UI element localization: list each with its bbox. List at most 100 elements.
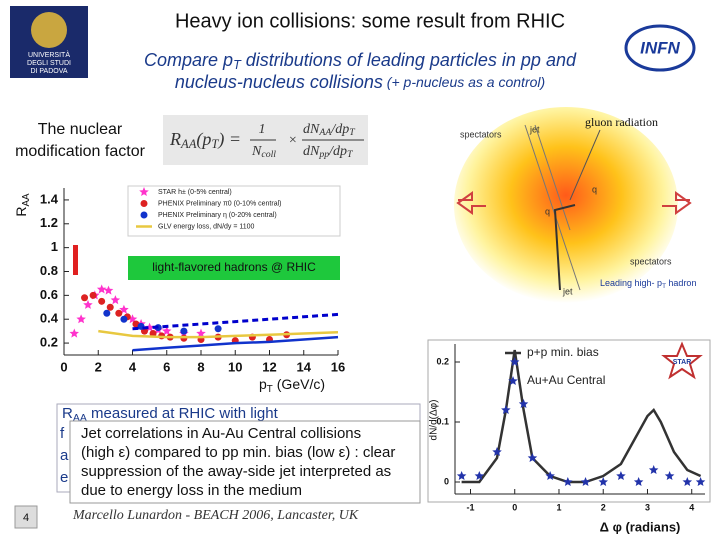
axis-label-part: T [267, 384, 273, 395]
plot-frame [427, 339, 711, 503]
y-tick-label: 1 [51, 239, 58, 254]
data-point [120, 315, 128, 323]
formula-text: dNpp/dpT [303, 144, 354, 160]
label-text: The nuclear [38, 121, 123, 138]
legend-marker [140, 211, 148, 219]
fireball [454, 107, 678, 303]
x-tick-label: 4 [689, 502, 694, 512]
logo-text: INFN [640, 38, 680, 57]
data-point [527, 453, 538, 462]
subtitle-line: nucleus-nucleus collisions (+ p-nucleus … [175, 72, 545, 92]
subtitle-text: Compare p [144, 50, 233, 70]
data-point [76, 314, 86, 324]
legend-label: STAR h± (0-5% central) [158, 189, 232, 196]
data-point [598, 477, 608, 486]
legend-label: Au+Au Central [527, 373, 605, 387]
data-point [616, 471, 626, 480]
arrow [662, 191, 692, 215]
plot-label: light-flavored hadrons @ RHIC [152, 260, 316, 274]
arrow [456, 191, 486, 215]
footer-credit: Marcello Lunardon - BEACH 2006, Lancaste… [72, 508, 359, 523]
legend-marker [508, 376, 518, 385]
x-tick-label: 8 [197, 359, 204, 374]
axis-label-part: p [259, 376, 267, 392]
band-marker [73, 245, 78, 275]
data-point [127, 314, 138, 324]
slide-title: Heavy ion collisions: some result from R… [175, 10, 565, 32]
collision-diagram: jet spectators gluon radiation q q spect… [454, 107, 696, 303]
logo-text: DEGLI STUDI [27, 60, 71, 67]
subtitle-text: distributions of leading particles in pp… [241, 50, 577, 70]
formula-part: (p [196, 129, 211, 150]
data-point [89, 291, 97, 299]
x-tick-label: 10 [228, 359, 242, 374]
data-point [563, 477, 573, 486]
data-point [545, 471, 555, 480]
y-tick-label: 0.8 [40, 263, 58, 278]
formula-part: /dp [330, 122, 349, 137]
diagram-label: spectators [630, 256, 672, 266]
data-point [474, 471, 485, 480]
star-logo [661, 341, 703, 380]
formula-part: T [211, 137, 219, 151]
logo-text: STAR [673, 359, 692, 366]
formula-part: /dp [328, 144, 347, 159]
x-axis-label: pT (GeV/c) [259, 376, 325, 395]
box-text: f [60, 425, 65, 442]
subtitle-text: nucleus-nucleus collisions [175, 72, 383, 92]
page-number: 4 [23, 512, 29, 524]
formula-part: coll [261, 149, 276, 160]
data-point [110, 295, 121, 305]
axis-label-part: (GeV/c) [277, 376, 325, 392]
formula-part: 1 [259, 122, 266, 137]
legend-label: GLV energy loss, dN/dy = 1100 [158, 223, 255, 230]
x-tick-label: 4 [129, 359, 137, 374]
data-point [648, 465, 659, 474]
data-point [69, 328, 79, 338]
diagram-label: spectators [460, 129, 502, 139]
diagram-label: gluon radiation [585, 115, 658, 129]
y-tick-label: 0.2 [436, 356, 449, 366]
box-text-part: measured at RHIC with light [87, 405, 279, 422]
x-tick-label: 12 [262, 359, 276, 374]
legend-marker [140, 200, 148, 207]
diagram-label-part: T [662, 283, 666, 290]
box-text: (high ε) compared to pp min. bias (low ε… [81, 444, 395, 461]
box-text: suppression of the away-side jet interpr… [81, 463, 391, 480]
parton-track [553, 204, 576, 291]
diagram-label: jet [562, 286, 573, 296]
data-point [695, 477, 706, 486]
x-tick-label: 6 [163, 359, 170, 374]
formula-part: ) = [217, 129, 241, 150]
x-tick-label: -1 [466, 502, 474, 512]
data-line [98, 329, 339, 339]
x-tick-label: 0 [512, 502, 517, 512]
data-point [83, 299, 93, 309]
axis-label-part: AA [21, 193, 32, 207]
formula-part: dN [303, 144, 320, 159]
data-point [98, 297, 106, 305]
box-text-part: R [62, 405, 73, 422]
formula-text: RAA(pT) = [169, 129, 241, 151]
diagram-label: q [592, 184, 597, 194]
jet-line [534, 124, 571, 231]
x-tick-label: 14 [297, 359, 312, 374]
legend-label: PHENIX Preliminary η (0-20% central) [158, 212, 277, 219]
data-line [132, 312, 339, 331]
formula-part: pp [318, 149, 329, 160]
formula-part: dN [303, 122, 320, 137]
x-axis-label: Δ φ (radians) [600, 519, 681, 534]
diagram-label: jet [529, 124, 540, 134]
axis-label-part: R [13, 206, 29, 216]
formula-part: R [169, 129, 181, 149]
box-text: e [60, 469, 68, 486]
data-point [633, 477, 644, 486]
data-point [492, 447, 502, 456]
subtitle-text: (+ p-nucleus as a control) [383, 74, 545, 90]
jet-line [524, 124, 581, 291]
x-tick-label: 2 [601, 502, 606, 512]
plot-label-box [128, 256, 340, 280]
legend-marker [139, 187, 149, 196]
y-tick-label: 1.4 [40, 191, 59, 206]
